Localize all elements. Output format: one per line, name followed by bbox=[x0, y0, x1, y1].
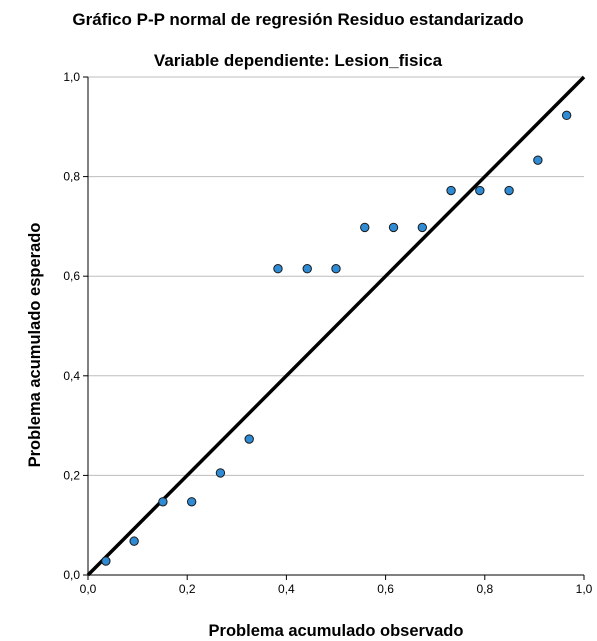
tick-labels: 0,0 0,2 0,4 0,6 0,8 1,0 0,0 0,2 0,4 0,6 0,8 1,0 bbox=[63, 70, 592, 596]
chart-subtitle: Variable dependiente: Lesion_fisica bbox=[154, 51, 443, 70]
data-point-11 bbox=[388, 222, 399, 233]
data-point-1 bbox=[101, 556, 111, 566]
data-point-14 bbox=[475, 185, 485, 196]
data-point-8 bbox=[302, 264, 312, 274]
x-tick-label-1: 0,2 bbox=[179, 582, 196, 596]
data-point-3 bbox=[158, 497, 168, 507]
y-tick-label-5: 1,0 bbox=[63, 70, 80, 84]
axes bbox=[83, 76, 585, 580]
data-point-5 bbox=[215, 468, 226, 478]
chart-title: Gráfico P-P normal de regresión Residuo … bbox=[72, 10, 523, 29]
data-point-10 bbox=[360, 222, 370, 233]
data-point-2 bbox=[129, 536, 139, 546]
reference-line bbox=[86, 75, 586, 577]
data-point-17 bbox=[561, 110, 572, 121]
x-tick-label-3: 0,6 bbox=[377, 582, 394, 596]
y-tick-label-2: 0,4 bbox=[63, 369, 80, 383]
data-point-13 bbox=[446, 185, 456, 196]
data-point-9 bbox=[331, 264, 341, 274]
x-tick-label-2: 0,4 bbox=[278, 582, 295, 596]
data-point-6 bbox=[244, 434, 254, 444]
data-point-4 bbox=[186, 497, 197, 507]
data-point-12 bbox=[417, 222, 428, 233]
data-point-7 bbox=[273, 264, 283, 274]
reference-line-group bbox=[86, 75, 586, 577]
y-tick-label-1: 0,2 bbox=[63, 468, 80, 482]
grid-lines bbox=[88, 76, 584, 476]
y-tick-label-3: 0,6 bbox=[63, 269, 80, 283]
data-points bbox=[101, 110, 572, 566]
y-tick-label-0: 0,0 bbox=[63, 568, 80, 582]
x-tick-label-0: 0,0 bbox=[80, 582, 97, 596]
x-axis-label: Problema acumulado observado bbox=[209, 622, 464, 640]
data-point-15 bbox=[504, 185, 514, 196]
x-tick-label-5: 1,0 bbox=[576, 582, 593, 596]
y-tick-label-4: 0,8 bbox=[63, 170, 80, 184]
y-axis-label: Problema acumulado esperado bbox=[26, 223, 44, 468]
data-point-16 bbox=[533, 155, 543, 165]
x-tick-label-4: 0,8 bbox=[476, 582, 493, 596]
